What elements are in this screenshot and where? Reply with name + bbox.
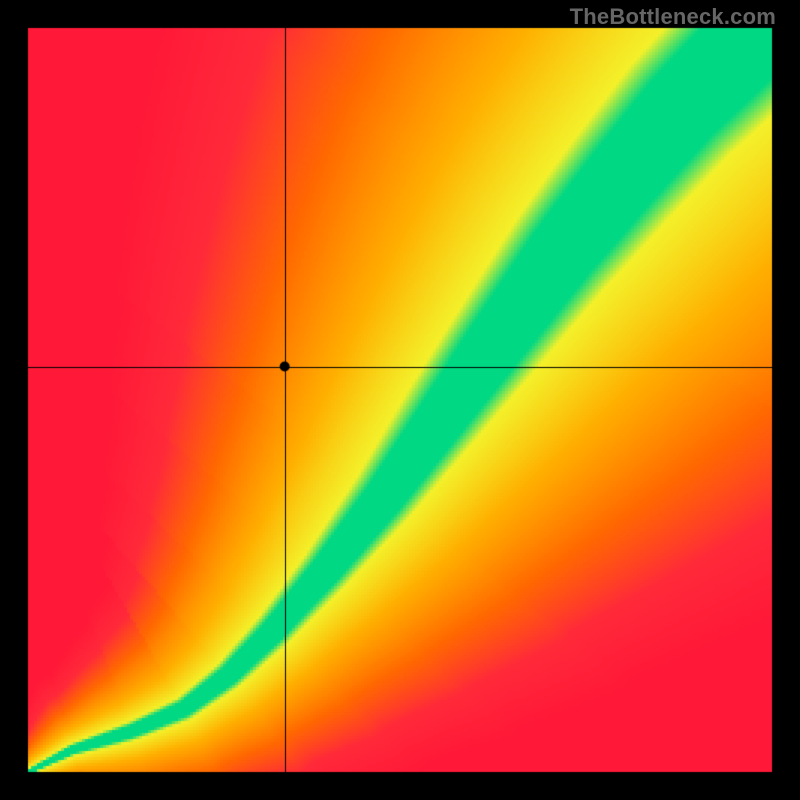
watermark-text: TheBottleneck.com (570, 4, 776, 30)
heatmap-canvas (0, 0, 800, 800)
chart-container: TheBottleneck.com (0, 0, 800, 800)
